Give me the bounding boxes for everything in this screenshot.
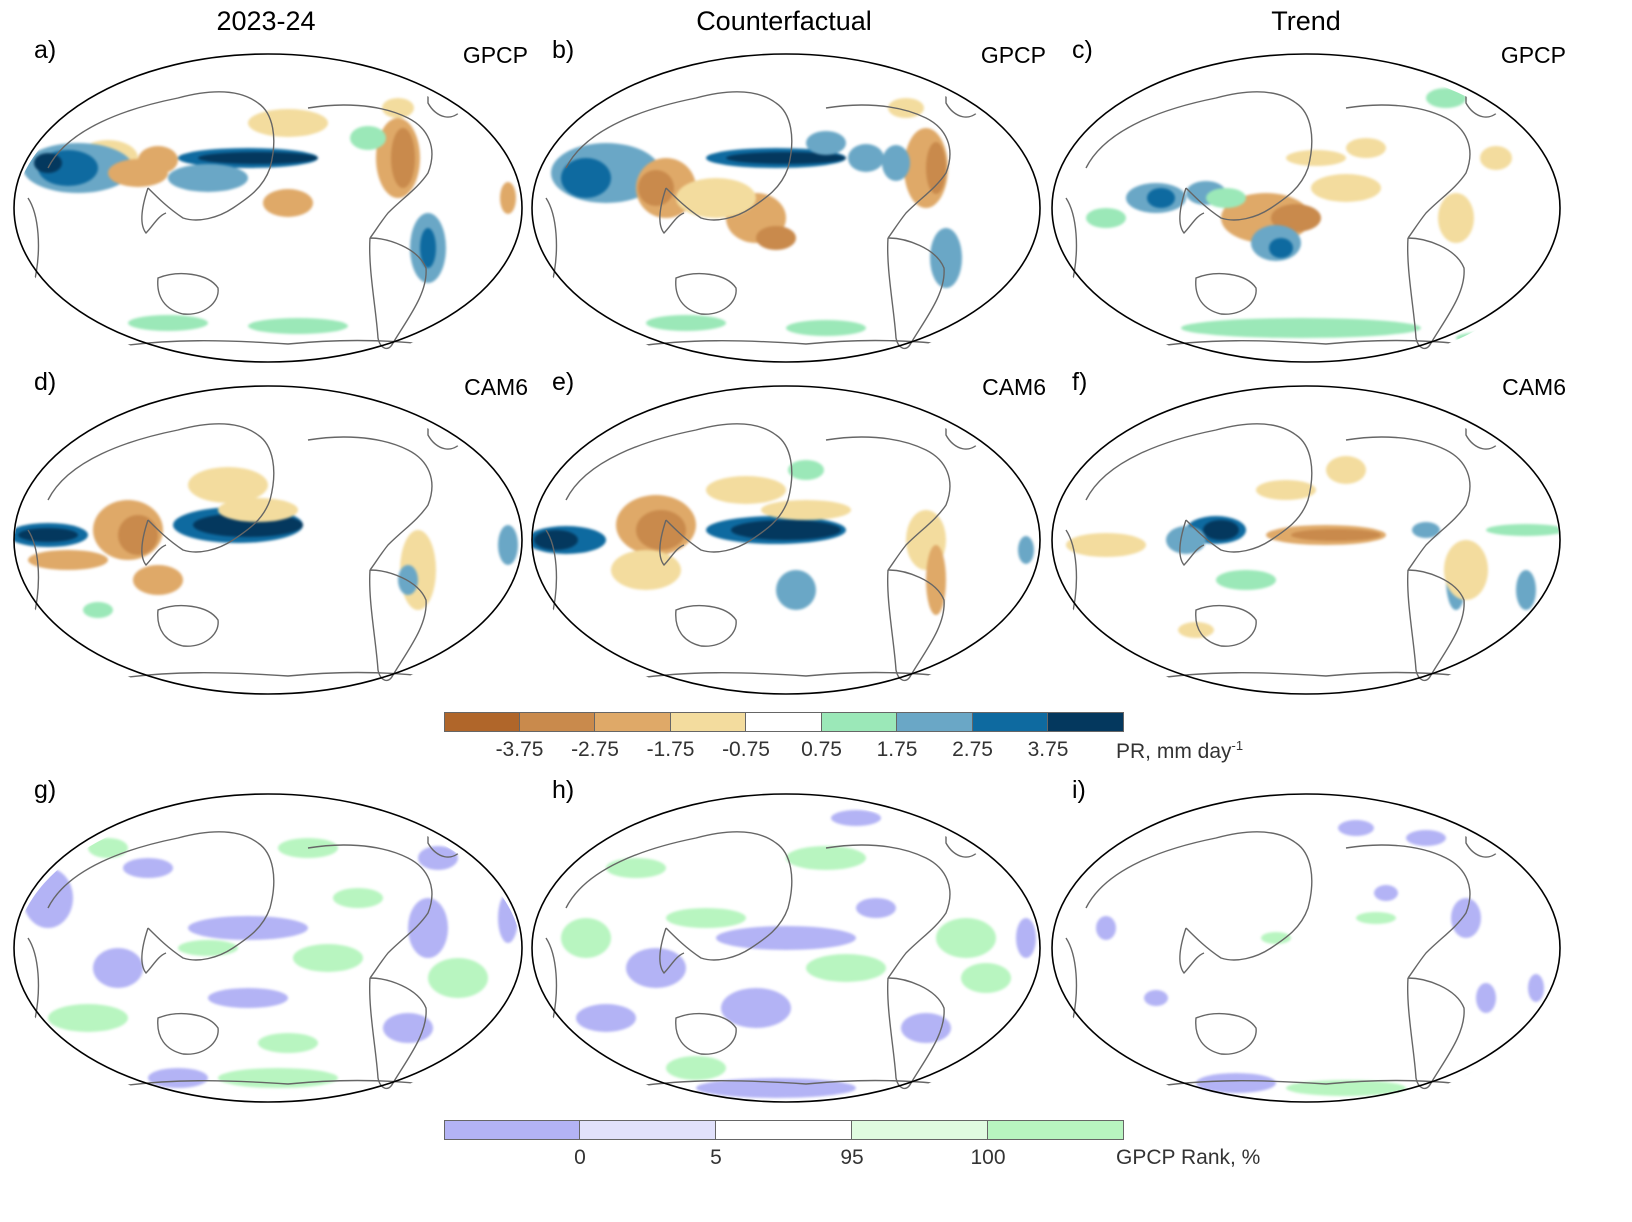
panel-label: a) (34, 36, 57, 64)
map-outline (13, 53, 523, 363)
map-figure (531, 385, 1041, 702)
map-figure (531, 793, 1041, 1110)
map-panel-c: c) GPCP (1046, 36, 1586, 370)
map-figure (1051, 53, 1561, 370)
rank-cbar-swatch (852, 1120, 988, 1140)
map-outline (1051, 793, 1561, 1103)
map-panel-e: e) CAM6 (526, 368, 1066, 702)
map-outline (531, 793, 1041, 1103)
panel-label: c) (1072, 36, 1093, 64)
map-panel-a: a) GPCP (8, 36, 548, 370)
data-field (1066, 456, 1560, 638)
dataset-label: GPCP (980, 42, 1046, 68)
panel-label: g) (34, 776, 57, 804)
map-outline (1051, 385, 1561, 695)
pr-cbar-swatch (519, 712, 595, 732)
column-title-2023-24: 2023-24 (216, 6, 316, 36)
map-figure (13, 793, 523, 1110)
panel-label: f) (1072, 368, 1088, 396)
rank-cbar-frame (444, 1120, 1124, 1140)
rank-cbar-swatch (444, 1120, 580, 1140)
data-field (14, 447, 518, 618)
map-outline (1051, 53, 1561, 363)
pr-cbar-tick-label: 3.75 (1027, 738, 1069, 761)
map-panel-b: b) GPCP (526, 36, 1066, 370)
map-panel-i: i) (1046, 776, 1586, 1110)
pr-colorbar: PR, mm day-1 -3.75 -2.75 -1.75 -0.75 0.75 1.7… (444, 712, 1243, 772)
map-panel-h: h) (526, 776, 1066, 1110)
panel-label: h) (552, 776, 575, 804)
panel-label: i) (1072, 776, 1086, 804)
column-title-trend: Trend (1271, 6, 1341, 36)
map-panel-f: f) CAM6 (1046, 368, 1586, 702)
rank-cbar-swatch (580, 1120, 716, 1140)
pr-cbar-frame (444, 712, 1124, 732)
pr-cbar-swatch (444, 712, 520, 732)
map-panel-g: g) (8, 776, 548, 1110)
map-outline (531, 385, 1041, 695)
pr-cbar-tick-label: 1.75 (876, 738, 918, 761)
panel-label: d) (34, 368, 57, 396)
pr-cbar-swatch (972, 712, 1048, 732)
pr-cbar-tick-label: -3.75 (495, 738, 544, 761)
rank-cbar-tick-label: 0 (574, 1146, 586, 1169)
map-figure (13, 385, 523, 702)
map-outline (13, 385, 523, 695)
data-field (532, 460, 1034, 615)
map-figure (1051, 385, 1561, 702)
dataset-label: CAM6 (464, 374, 528, 400)
pr-cbar-tick-label: 2.75 (952, 738, 993, 761)
data-field (561, 810, 1036, 1098)
rank-cbar-swatch (716, 1120, 852, 1140)
coastlines (27, 417, 514, 682)
map-figure (13, 53, 523, 370)
rank-colorbar: GPCP Rank, % 0 5 95 100 (444, 1120, 1260, 1180)
pr-cbar-swatch (821, 712, 897, 732)
panel-label: b) (552, 36, 575, 64)
dataset-label: GPCP (1500, 42, 1566, 68)
panel-label: e) (552, 368, 575, 396)
pr-cbar-swatch (746, 712, 822, 732)
dataset-label: CAM6 (1502, 374, 1566, 400)
pr-cbar-tick-label: -1.75 (646, 738, 695, 761)
map-outline (13, 793, 523, 1103)
rank-colorbar-unit: GPCP Rank, % (1116, 1146, 1261, 1169)
rank-cbar-tick-label: 5 (710, 1146, 722, 1169)
pr-cbar-swatch (595, 712, 671, 732)
pr-cbar-tick-label: 0.75 (801, 738, 842, 761)
pr-cbar-tick-label: -2.75 (571, 738, 619, 761)
pr-cbar-swatch (897, 712, 973, 732)
map-panel-d: d) CAM6 (8, 368, 548, 702)
data-field (551, 98, 962, 336)
map-figure (531, 53, 1041, 370)
pr-cbar-tick-label: -0.75 (722, 738, 770, 761)
column-title-counterfactual: Counterfactual (696, 6, 872, 36)
data-field (23, 838, 518, 1088)
map-outline (531, 53, 1041, 363)
pr-cbar-swatch (670, 712, 746, 732)
map-figure (1051, 793, 1561, 1110)
rank-cbar-tick-label: 100 (970, 1146, 1006, 1169)
pr-colorbar-unit: PR, mm day-1 (1116, 738, 1244, 763)
dataset-label: CAM6 (982, 374, 1046, 400)
rank-cbar-tick-label: 95 (840, 1146, 864, 1169)
dataset-label: GPCP (462, 42, 528, 68)
